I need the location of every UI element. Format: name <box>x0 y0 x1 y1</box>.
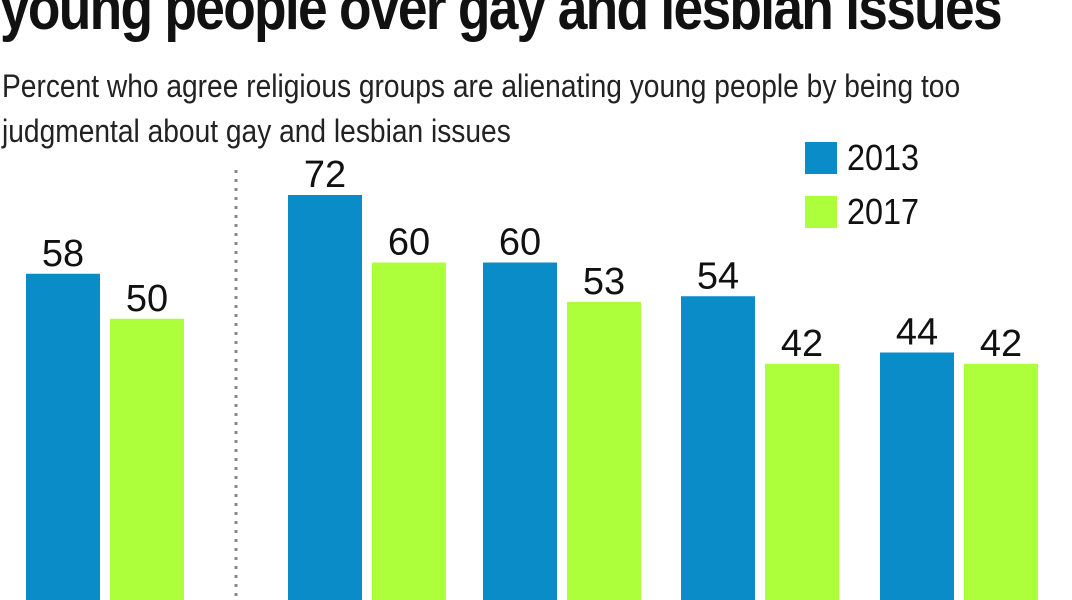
bar-2017-5 <box>964 363 1038 600</box>
bar-2013-5 <box>880 352 954 600</box>
legend-swatch-2017 <box>805 196 837 228</box>
bar-2013-2 <box>288 195 362 600</box>
bar-label-2017-3: 53 <box>583 261 625 303</box>
bar-2017-4 <box>765 363 839 600</box>
bar-2017-2 <box>372 262 446 600</box>
bar-label-2017-1: 50 <box>126 278 168 320</box>
bar-2013-3 <box>483 262 557 600</box>
bar-label-2017-5: 42 <box>980 323 1022 365</box>
legend-item-2017: 2017 <box>805 194 927 230</box>
bar-2013-1 <box>26 273 100 600</box>
bar-label-2013-4: 54 <box>697 255 739 297</box>
legend-label-2013: 2013 <box>847 137 920 178</box>
legend-swatch-2013 <box>805 142 837 174</box>
bar-label-2013-5: 44 <box>896 312 938 354</box>
chart-title: young people over gay and lesbian issues <box>0 0 1003 43</box>
bar-label-2013-1: 58 <box>42 233 84 275</box>
bar-2017-3 <box>567 301 641 600</box>
bar-2013-4 <box>681 296 755 600</box>
bar-label-2017-2: 60 <box>388 222 430 264</box>
bar-2017-1 <box>110 318 184 600</box>
bar-label-2017-4: 42 <box>781 323 823 365</box>
bar-label-2013-3: 60 <box>499 222 541 264</box>
bars-group: 58 72 60 54 44 50 60 53 42 42 <box>26 154 1038 600</box>
legend-item-2013: 2013 <box>805 140 927 176</box>
legend-label-2017: 2017 <box>847 191 920 232</box>
chart-subtitle: Percent who agree religious groups are a… <box>2 68 961 149</box>
bar-label-2013-2: 72 <box>304 154 346 196</box>
